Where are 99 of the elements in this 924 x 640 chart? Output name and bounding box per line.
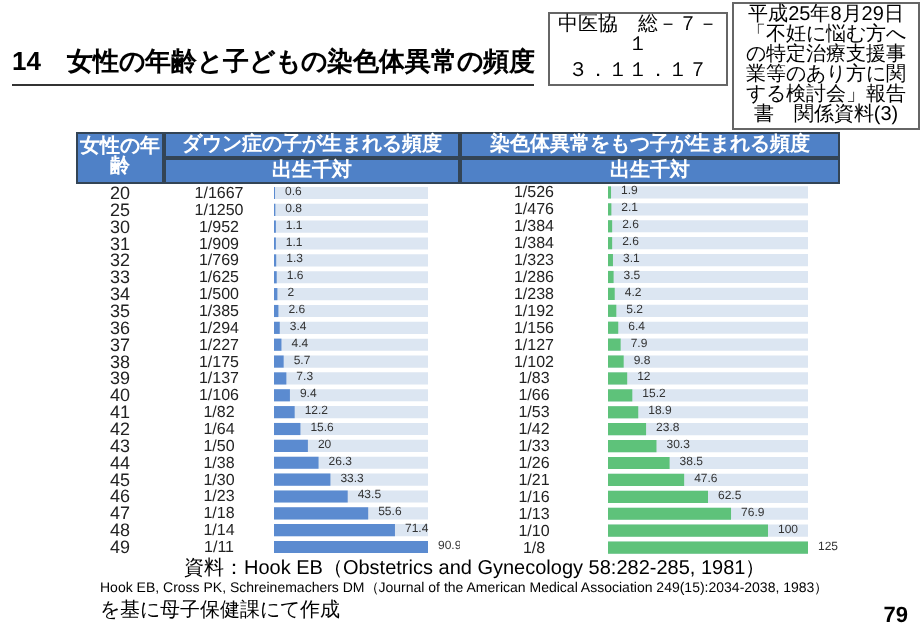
text: 1/227 bbox=[198, 335, 241, 354]
bar bbox=[274, 456, 319, 469]
text: 1/127 bbox=[513, 335, 556, 354]
text: 1/16 bbox=[518, 487, 551, 506]
y-tick-label: 42 bbox=[109, 419, 131, 440]
bar bbox=[608, 372, 628, 385]
text: 1/26 bbox=[518, 454, 551, 472]
y-tick-label: 48 bbox=[109, 520, 131, 541]
x-axis-title: 出生千対 bbox=[164, 158, 460, 184]
bar bbox=[608, 304, 617, 317]
text: 1/11 bbox=[204, 538, 236, 557]
text: 1/10 bbox=[518, 521, 551, 540]
text: 資料：Hook EB（Obstetrics and Gynecology 58:282-285, 1981） bbox=[184, 558, 766, 580]
text: 1/952 bbox=[198, 217, 241, 236]
text: 1/53 bbox=[518, 403, 551, 422]
text: 1/30 bbox=[203, 470, 236, 489]
bar bbox=[608, 270, 614, 284]
bar bbox=[608, 287, 615, 300]
y-tick-label: 43 bbox=[109, 435, 131, 456]
y-tick-label: 32 bbox=[109, 250, 131, 271]
y-tick-label: 44 bbox=[109, 452, 131, 473]
y-tick-label: 31 bbox=[109, 233, 131, 254]
bar bbox=[274, 321, 280, 334]
y-tick-label: 34 bbox=[109, 284, 131, 305]
bar bbox=[274, 372, 287, 385]
text: 1/13 bbox=[518, 504, 551, 523]
text: 1/526 bbox=[513, 183, 556, 202]
text: 1/769 bbox=[198, 251, 241, 270]
text: 1/175 bbox=[198, 352, 241, 371]
text: 1/50 bbox=[203, 436, 236, 455]
text: 1/42 bbox=[518, 420, 551, 439]
x-axis-title: 出生千対 bbox=[460, 158, 840, 184]
text: 1/8 bbox=[522, 538, 547, 557]
text: 1/1250 bbox=[194, 200, 245, 219]
bar bbox=[274, 439, 308, 452]
bar bbox=[274, 406, 295, 419]
chart-title: 14 女性の年齢と子どもの染色体異常の頻度 bbox=[12, 44, 535, 86]
bar bbox=[274, 338, 282, 351]
text: を基に母子保健課にて作成 bbox=[100, 600, 340, 622]
y-tick-label: 20 bbox=[109, 182, 131, 203]
text: 中医協 総－７－１ bbox=[556, 14, 720, 56]
y-tick-label: 35 bbox=[109, 300, 131, 321]
text: ３．１１．１７ bbox=[566, 60, 710, 82]
text: 平成25年8月29日 bbox=[746, 4, 906, 26]
text: 1/323 bbox=[513, 251, 556, 270]
y-tick-label: 41 bbox=[109, 402, 131, 423]
text: 1/33 bbox=[518, 437, 551, 456]
text: 「不妊に悩む方への特定治療支援事業等のあり方に関する検討会」報告書 関係資料(3) bbox=[744, 24, 908, 126]
text: 1/476 bbox=[513, 200, 556, 219]
y-tick-label: 30 bbox=[109, 216, 131, 237]
text: 1/156 bbox=[513, 318, 556, 337]
y-tick-label: 38 bbox=[109, 351, 131, 372]
bar bbox=[274, 355, 284, 368]
bar bbox=[274, 389, 290, 402]
text: 1/66 bbox=[518, 386, 551, 405]
text: 1/14 bbox=[203, 521, 236, 540]
text: 1/192 bbox=[513, 301, 556, 320]
text: 1/106 bbox=[198, 386, 241, 405]
text: 1/18 bbox=[203, 504, 236, 523]
bar bbox=[608, 406, 639, 419]
text: 1/500 bbox=[198, 285, 241, 304]
text: 1/38 bbox=[203, 453, 236, 472]
y-tick-label: 45 bbox=[109, 469, 131, 490]
text: 1/23 bbox=[203, 487, 236, 506]
text: 1/909 bbox=[198, 234, 241, 253]
bar bbox=[608, 389, 633, 402]
chart-subtitle: ダウン症の子が生まれる頻度 bbox=[164, 132, 460, 158]
y-tick-label: 25 bbox=[109, 199, 131, 220]
text: 1/385 bbox=[198, 301, 241, 320]
y-tick-label: 33 bbox=[109, 267, 131, 288]
y-tick-label: 40 bbox=[109, 385, 131, 406]
y-tick-label: 47 bbox=[109, 503, 131, 524]
text: 1/102 bbox=[513, 352, 556, 371]
bar bbox=[608, 440, 657, 453]
bar bbox=[608, 321, 619, 334]
text: 1/384 bbox=[513, 217, 556, 236]
bar bbox=[608, 338, 621, 351]
text: 1/64 bbox=[203, 420, 236, 439]
text: 1/21 bbox=[518, 470, 551, 489]
y-tick-label: 39 bbox=[109, 368, 131, 389]
y-tick-label: 46 bbox=[109, 486, 131, 507]
text: 79 bbox=[883, 604, 908, 628]
text: 1/1667 bbox=[194, 183, 245, 202]
bar bbox=[608, 423, 647, 436]
text: 1/83 bbox=[518, 369, 551, 388]
bar bbox=[608, 355, 624, 368]
text: 1/137 bbox=[198, 369, 241, 388]
y-tick-label: 37 bbox=[109, 334, 131, 355]
text: 1/625 bbox=[198, 268, 241, 287]
y-tick-label: 36 bbox=[109, 317, 131, 338]
y-tick-label: 49 bbox=[109, 537, 131, 558]
text: 1/384 bbox=[513, 234, 556, 253]
y-axis-title: 女性の年齢 bbox=[76, 132, 164, 184]
text: 1/238 bbox=[513, 284, 556, 303]
bar bbox=[274, 422, 301, 436]
text: 1/294 bbox=[198, 318, 241, 337]
text: 1/286 bbox=[513, 268, 556, 286]
chart-subtitle: 染色体異常をもつ子が生まれる頻度 bbox=[460, 132, 840, 158]
text: 1/82 bbox=[203, 403, 236, 422]
